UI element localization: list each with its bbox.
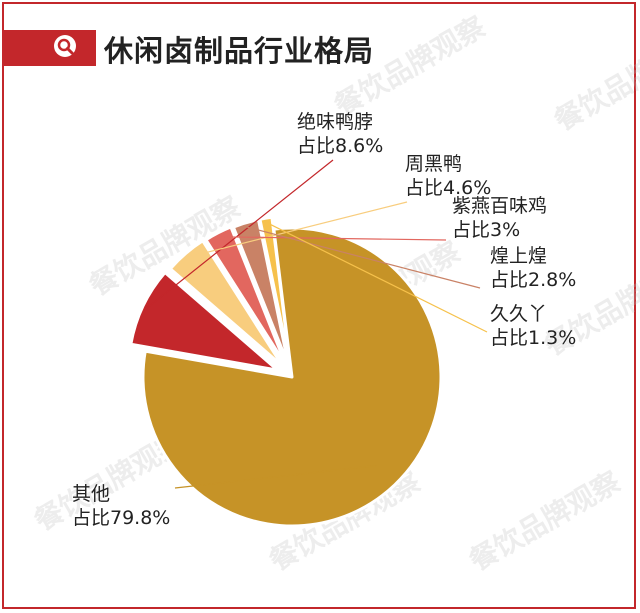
pie-slice-1 [129,271,280,372]
leader-line-6 [174,465,377,489]
slice-share-label: 占比1.3% [490,327,576,349]
slice-name-label: 其他 [72,483,110,505]
slice-name-label: 紫燕百味鸡 [452,195,547,217]
slice-name-label: 煌上煌 [490,245,547,267]
leader-line-5 [266,222,488,333]
leader-line-3 [220,236,447,241]
pie-slice-5 [258,215,292,367]
leader-line-4 [246,226,481,289]
search-icon [54,35,76,57]
slice-share-label: 占比79.8% [72,507,170,529]
leader-line-1 [146,159,334,309]
slice-name-label: 久久丫 [490,303,547,325]
title-accent-bar [4,30,96,66]
pie-slice-3 [204,225,288,367]
pie-slice-2 [168,239,285,368]
pie-slice-6 [141,226,443,528]
slice-name-label: 周黑鸭 [405,153,462,175]
slice-share-label: 占比3% [452,219,520,241]
slice-name-label: 绝味鸭脖 [297,111,373,133]
chart-title: 休闲卤制品行业格局 [104,34,375,68]
slice-share-label: 占比2.8% [490,269,576,291]
slice-share-label: 占比4.6% [405,177,491,199]
slice-share-label: 占比8.6% [297,135,383,157]
leader-line-2 [188,201,408,258]
